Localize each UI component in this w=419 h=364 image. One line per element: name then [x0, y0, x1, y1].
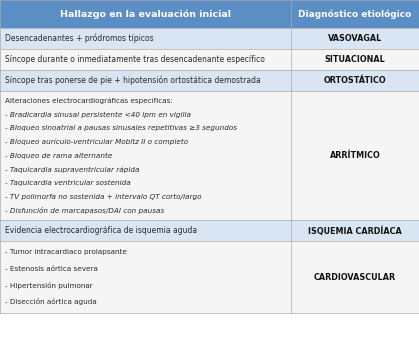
- Text: Diagnóstico etiológico: Diagnóstico etiológico: [298, 9, 412, 19]
- Text: - TV polimorfa no sostenida + intervalo QT corto/largo: - TV polimorfa no sostenida + intervalo …: [5, 194, 202, 200]
- Text: - Bradicardia sinusal persistente <40 lpm en vigilia: - Bradicardia sinusal persistente <40 lp…: [5, 111, 191, 118]
- Bar: [291, 70, 419, 91]
- Text: - Hipertensión pulmonar: - Hipertensión pulmonar: [5, 282, 93, 289]
- Text: SITUACIONAL: SITUACIONAL: [325, 55, 385, 64]
- Bar: [291, 28, 419, 49]
- Bar: [0, 220, 291, 241]
- Text: ORTOSTÁTICO: ORTOSTÁTICO: [324, 76, 386, 85]
- Bar: [0, 91, 291, 220]
- Text: Alteraciones electrocardiográficas específicas:: Alteraciones electrocardiográficas espec…: [5, 98, 173, 104]
- Bar: [291, 91, 419, 220]
- Text: - Taquicardia supraventricular rápida: - Taquicardia supraventricular rápida: [5, 166, 140, 173]
- Bar: [0, 313, 419, 364]
- Text: - Tumor intracardiaco prolapsante: - Tumor intracardiaco prolapsante: [5, 249, 127, 256]
- Text: Evidencia electrocardiográfica de isquemia aguda: Evidencia electrocardiográfica de isquem…: [5, 226, 197, 235]
- Text: ISQUEMIA CARDÍACA: ISQUEMIA CARDÍACA: [308, 226, 402, 236]
- Text: VASOVAGAL: VASOVAGAL: [328, 34, 382, 43]
- Bar: [0, 0, 419, 28]
- Text: - Bloqueo sinoatrial a pausas sinusales repetitivas ≥3 segundos: - Bloqueo sinoatrial a pausas sinusales …: [5, 125, 237, 131]
- Bar: [291, 49, 419, 70]
- Text: Hallazgo en la evaluación inicial: Hallazgo en la evaluación inicial: [60, 9, 231, 19]
- Text: Síncope durante o inmediatamente tras desencadenante específico: Síncope durante o inmediatamente tras de…: [5, 55, 265, 64]
- Text: Síncope tras ponerse de pie + hipotensión ortostática demostrada: Síncope tras ponerse de pie + hipotensió…: [5, 76, 261, 85]
- Text: - Bloqueo aurículo-ventricular Mobitz II o completo: - Bloqueo aurículo-ventricular Mobitz II…: [5, 139, 188, 145]
- Text: - Bloqueo de rama alternante: - Bloqueo de rama alternante: [5, 153, 112, 159]
- Bar: [0, 49, 291, 70]
- Text: Desencadenantes + pródromos típicos: Desencadenantes + pródromos típicos: [5, 33, 154, 43]
- Bar: [291, 220, 419, 241]
- Text: CARDIOVASCULAR: CARDIOVASCULAR: [314, 273, 396, 282]
- Text: ARRÍTMICO: ARRÍTMICO: [330, 151, 380, 160]
- Bar: [0, 28, 291, 49]
- Bar: [0, 241, 291, 313]
- Text: - Disfunción de marcapasos/DAI con pausas: - Disfunción de marcapasos/DAI con pausa…: [5, 207, 164, 214]
- Text: - Estenosis aórtica severa: - Estenosis aórtica severa: [5, 266, 98, 272]
- Bar: [291, 241, 419, 313]
- Text: - Disección aórtica aguda: - Disección aórtica aguda: [5, 298, 97, 305]
- Text: - Taquicardia ventricular sostenida: - Taquicardia ventricular sostenida: [5, 180, 131, 186]
- Bar: [0, 70, 291, 91]
